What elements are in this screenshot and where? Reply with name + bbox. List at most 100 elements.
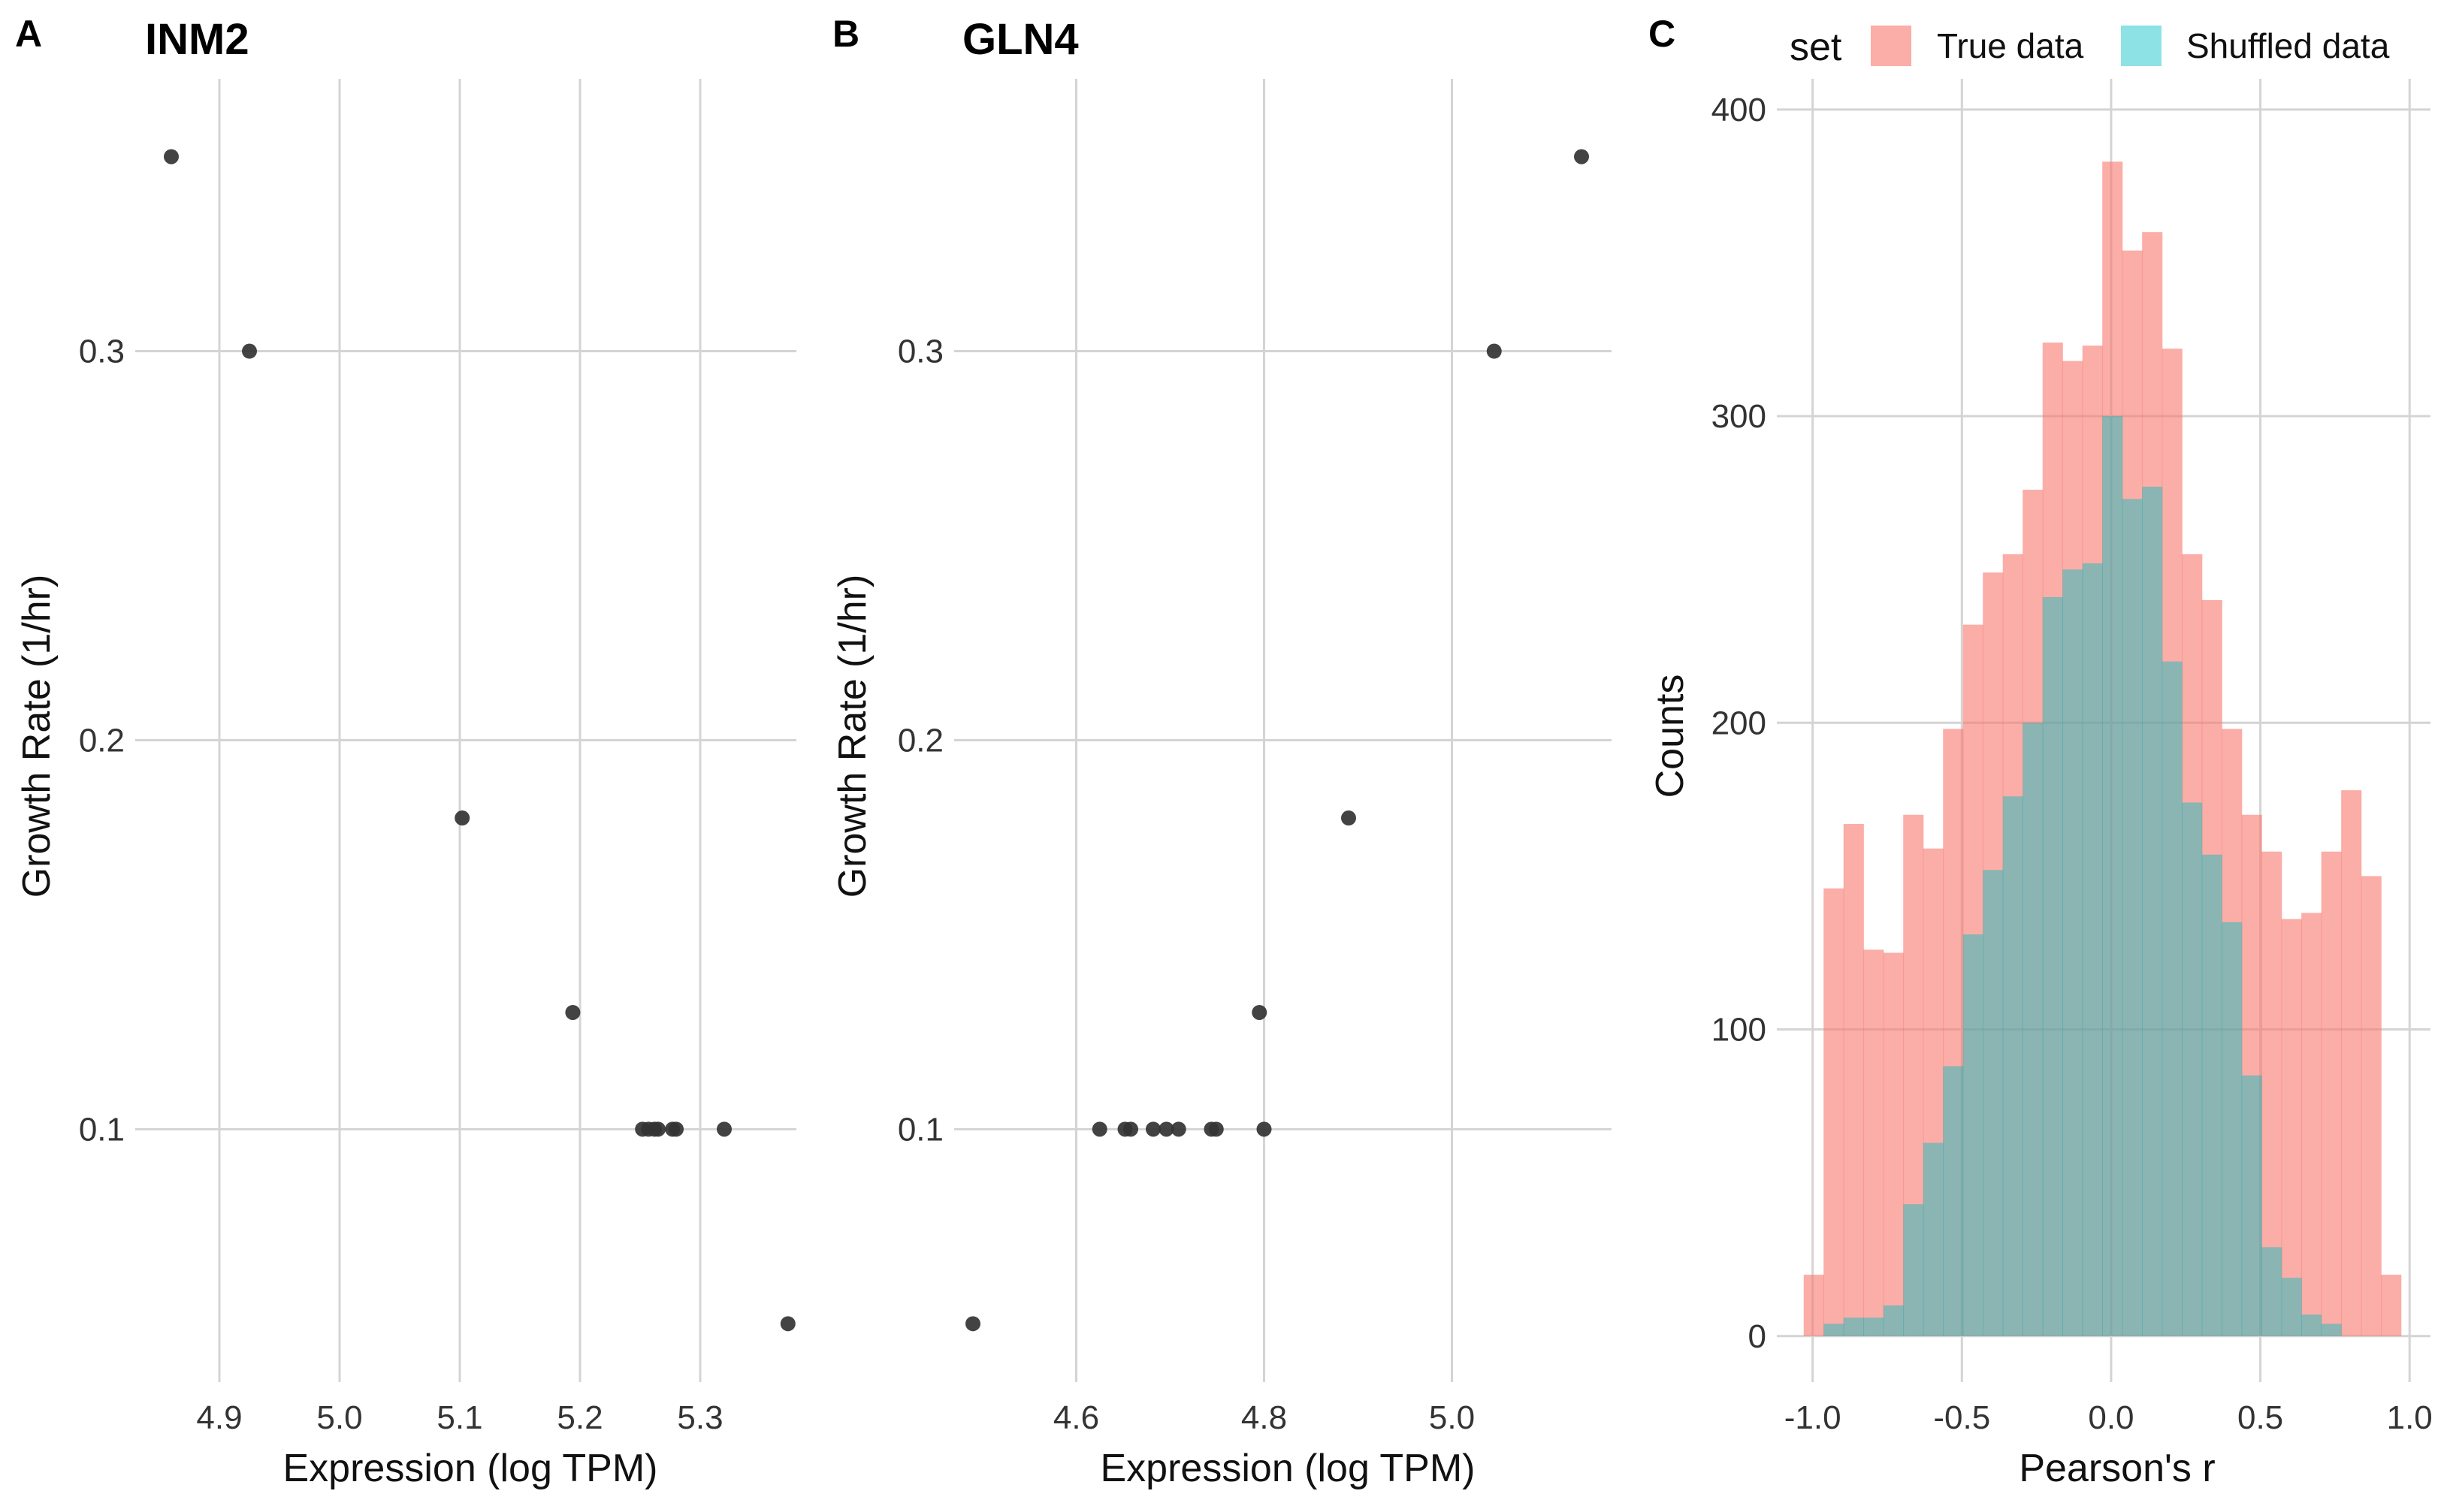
bar-true-data <box>1983 572 2004 1336</box>
y-tick-label: 400 <box>1711 92 1766 128</box>
x-tick-label: 0.5 <box>2237 1399 2283 1436</box>
y-tick-label: 0.2 <box>898 722 944 759</box>
x-tick-label: 0.0 <box>2088 1399 2134 1436</box>
data-point <box>1171 1121 1186 1137</box>
bar-shuffled-data <box>1962 934 1983 1336</box>
bar-true-data <box>2241 814 2262 1336</box>
bar-shuffled-data <box>1823 1323 1844 1336</box>
data-point <box>1574 149 1589 164</box>
panel-b-y-axis-label: Growth Rate (1/hr) <box>831 575 875 898</box>
bar-shuffled-data <box>2023 723 2044 1336</box>
data-point <box>717 1121 732 1137</box>
legend-swatch-shuffled-data <box>2121 26 2162 66</box>
bar-true-data <box>2261 851 2282 1336</box>
y-tick-label: 0.3 <box>898 333 944 370</box>
bar-true-data <box>2361 876 2382 1336</box>
panel-b-label: B <box>832 13 859 55</box>
y-tick-label: 0.1 <box>898 1111 944 1148</box>
data-point <box>164 149 179 164</box>
bar-true-data <box>1883 952 1904 1336</box>
bar-true-data <box>2023 490 2044 1336</box>
data-point <box>1341 810 1356 826</box>
data-point <box>965 1316 980 1332</box>
panel-c-histogram: C set True data Shuffled data -1.0 -0.5 0.… <box>1648 13 2433 1490</box>
panel-c-bars <box>1803 161 2402 1336</box>
y-tick-label: 0.1 <box>79 1111 125 1148</box>
bar-true-data <box>2082 346 2103 1336</box>
bar-shuffled-data <box>1863 1317 1884 1336</box>
bar-true-data <box>1923 848 1944 1336</box>
y-tick-label: 0.3 <box>79 333 125 370</box>
bar-true-data <box>2321 851 2342 1336</box>
panel-c-y-ticks: 0 100 200 300 400 <box>1711 92 1766 1355</box>
data-point <box>455 810 470 826</box>
legend-label-true-data: True data <box>1937 26 2084 65</box>
bar-true-data <box>2042 343 2063 1336</box>
panel-b-scatter: B GLN4 4.6 4.8 5.0 0.1 0.2 0.3 Expression (l… <box>831 13 1612 1490</box>
data-point <box>1208 1121 1224 1137</box>
panel-a-scatter: A INM2 4.9 5.0 5.1 5.2 5.3 0.1 0.2 0.3 Express… <box>15 13 796 1490</box>
panel-a-x-ticks: 4.9 5.0 5.1 5.2 5.3 <box>196 1399 723 1436</box>
panel-a-label: A <box>15 13 42 55</box>
data-point <box>780 1316 796 1332</box>
bar-shuffled-data <box>2142 486 2163 1336</box>
bar-true-data <box>2341 790 2362 1336</box>
bar-true-data <box>1843 824 1864 1336</box>
x-tick-label: 5.2 <box>557 1399 603 1436</box>
data-point <box>651 1121 666 1137</box>
y-tick-label: 0 <box>1748 1318 1766 1355</box>
panel-b-points <box>965 149 1589 1332</box>
bar-true-data <box>2122 250 2143 1336</box>
x-tick-label: 4.8 <box>1241 1399 1287 1436</box>
bar-shuffled-data <box>2241 1075 2262 1336</box>
bar-shuffled-data <box>2002 796 2023 1336</box>
bar-shuffled-data <box>1983 870 2004 1336</box>
bar-true-data <box>2142 232 2163 1336</box>
bar-shuffled-data <box>1843 1317 1864 1336</box>
bar-true-data <box>1803 1275 1824 1336</box>
bar-shuffled-data <box>2321 1323 2342 1336</box>
bar-true-data <box>2201 600 2222 1336</box>
bar-shuffled-data <box>2201 854 2222 1336</box>
bar-true-data <box>1903 814 1924 1336</box>
x-tick-label: 1.0 <box>2387 1399 2433 1436</box>
bar-true-data <box>1943 729 1964 1336</box>
bar-true-data <box>2162 349 2183 1336</box>
y-tick-label: 0.2 <box>79 722 125 759</box>
x-tick-label: -1.0 <box>1784 1399 1841 1436</box>
panel-c-label: C <box>1648 13 1675 55</box>
bar-shuffled-data <box>1943 1066 1964 1336</box>
panel-a-x-axis-label: Expression (log TPM) <box>283 1447 658 1490</box>
data-point <box>565 1004 581 1020</box>
bar-shuffled-data <box>2281 1278 2302 1336</box>
bar-true-data <box>2281 919 2302 1336</box>
x-tick-label: 5.0 <box>316 1399 362 1436</box>
bar-true-data <box>2102 161 2123 1336</box>
data-point <box>1256 1121 1272 1137</box>
data-point <box>1092 1121 1107 1137</box>
panel-c-y-axis-label: Counts <box>1648 675 1692 798</box>
bar-true-data <box>2381 1275 2402 1336</box>
bar-shuffled-data <box>2042 596 2063 1336</box>
x-tick-label: 5.0 <box>1429 1399 1475 1436</box>
panel-a-y-axis-label: Growth Rate (1/hr) <box>15 575 59 898</box>
data-point <box>242 343 257 359</box>
x-tick-label: 4.6 <box>1053 1399 1099 1436</box>
panel-a-y-ticks: 0.1 0.2 0.3 <box>79 333 125 1148</box>
panel-c-x-ticks: -1.0 -0.5 0.0 0.5 1.0 <box>1784 1399 2433 1436</box>
legend-title: set <box>1790 26 1842 69</box>
y-tick-label: 300 <box>1711 398 1766 435</box>
x-tick-label: 4.9 <box>196 1399 242 1436</box>
legend-label-shuffled-data: Shuffled data <box>2186 26 2390 65</box>
bar-shuffled-data <box>2062 569 2083 1336</box>
bar-true-data <box>2002 554 2023 1336</box>
bar-true-data <box>2182 554 2203 1336</box>
x-tick-label: 5.1 <box>437 1399 482 1436</box>
bar-true-data <box>1823 888 1844 1336</box>
panel-c-x-axis-label: Pearson's r <box>2019 1447 2215 1490</box>
bar-shuffled-data <box>1883 1305 1904 1336</box>
data-point <box>669 1121 684 1137</box>
y-tick-label: 200 <box>1711 705 1766 741</box>
panel-b-x-axis-label: Expression (log TPM) <box>1101 1447 1476 1490</box>
